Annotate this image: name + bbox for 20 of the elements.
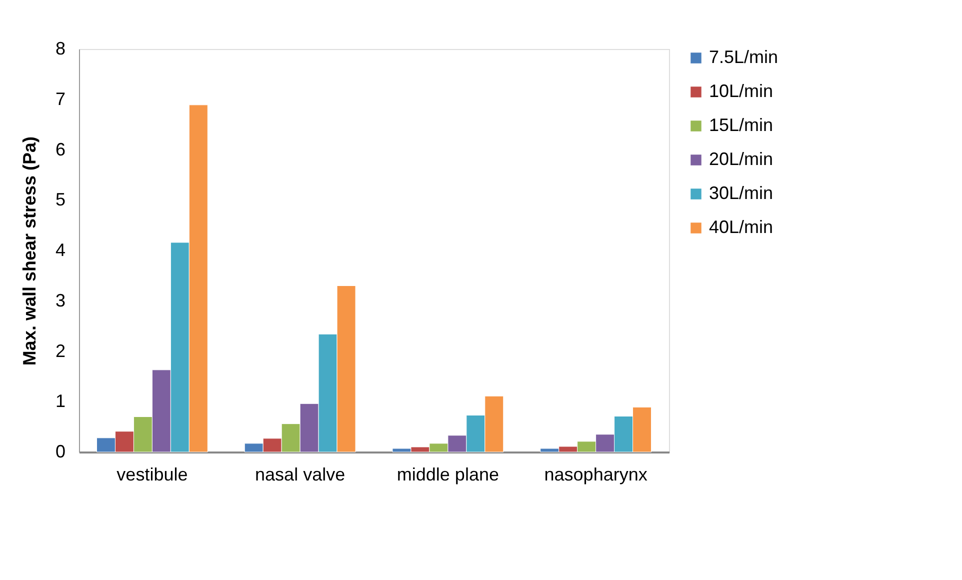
x-tick-label: nasopharynx (544, 464, 648, 484)
y-tick-label: 3 (55, 290, 66, 310)
legend-label: 40L/min (709, 217, 774, 237)
x-tick-label: nasal valve (255, 464, 346, 484)
y-tick-label: 2 (55, 340, 66, 361)
y-tick-label: 4 (55, 240, 66, 260)
y-tick-label: 0 (55, 442, 66, 462)
y-tick-label: 5 (55, 190, 66, 210)
y-tick-label: 8 (55, 38, 66, 58)
y-tick-label: 1 (55, 391, 66, 412)
legend-label: 15L/min (709, 115, 774, 135)
legend-label: 7.5L/min (709, 47, 778, 67)
x-tick-label: middle plane (396, 464, 499, 484)
legend-label: 20L/min (709, 149, 774, 169)
y-tick-label: 6 (55, 139, 66, 160)
y-axis-title: Max. wall shear stress (Pa) (19, 136, 40, 366)
x-tick-label: vestibule (116, 464, 188, 484)
legend-label: 10L/min (709, 81, 774, 101)
legend-label: 30L/min (709, 183, 774, 203)
y-tick-label: 7 (55, 88, 66, 109)
